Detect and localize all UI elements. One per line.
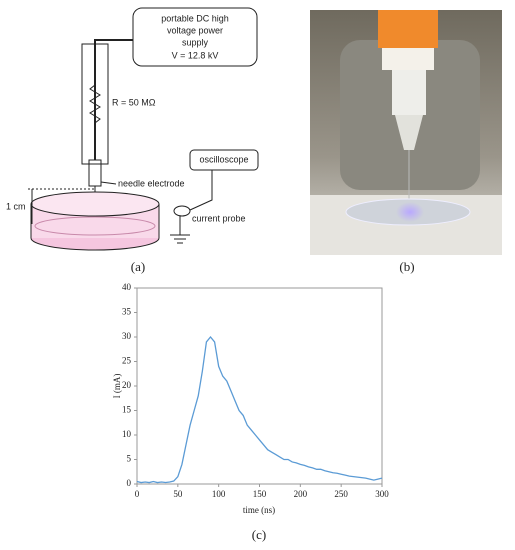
oscilloscope-box [189, 149, 259, 171]
dish-rim [30, 191, 160, 217]
caption: (c) [252, 527, 266, 542]
supply-text: V = 12.8 kV [172, 50, 219, 60]
plot-frame [136, 287, 383, 485]
y-tick-label: 30 [122, 331, 132, 341]
diagram [28, 7, 259, 251]
tip [395, 115, 423, 150]
x-axis-label: time (ns) [243, 505, 275, 515]
caption: (b) [399, 259, 414, 274]
supply-box [132, 7, 258, 67]
x-tick-label: 0 [135, 489, 140, 499]
x-tick-label: 250 [334, 489, 348, 499]
cap [382, 48, 434, 70]
x-tick-label: 200 [294, 489, 308, 499]
probe [173, 205, 191, 217]
y-axis-label: I (mA) [112, 374, 122, 399]
nozzle [392, 70, 426, 115]
line [136, 335, 383, 484]
y-tick-label: 20 [122, 380, 132, 390]
supply-text: supply [182, 37, 209, 47]
x-tick-label: 100 [212, 489, 226, 499]
supply-text: portable DC high [161, 13, 229, 23]
y-tick-label: 25 [122, 356, 132, 366]
x-tick-label: 150 [253, 489, 267, 499]
oscilloscope-label: oscilloscope [199, 154, 248, 164]
resistor [89, 84, 101, 124]
probe-label: current probe [192, 213, 246, 223]
resistor-housing [81, 43, 109, 165]
y-tick-label: 40 [122, 282, 132, 292]
photo [310, 10, 502, 255]
needle-label: needle electrode [118, 178, 185, 188]
liquid-surface [34, 216, 156, 236]
gap-label: 1 cm [6, 201, 26, 211]
x-tick-label: 300 [375, 489, 389, 499]
wire [189, 170, 213, 211]
y-tick-label: 15 [122, 405, 132, 415]
y-tick-label: 0 [127, 478, 132, 488]
wire [94, 39, 133, 160]
caption: (a) [131, 259, 145, 274]
plasma [396, 202, 424, 222]
y-tick-label: 35 [122, 307, 132, 317]
supply-text: voltage power [167, 25, 223, 35]
resistor-label: R = 50 MΩ [112, 97, 156, 107]
syringe [378, 10, 438, 48]
x-tick-label: 50 [173, 489, 183, 499]
leader [100, 181, 117, 185]
y-tick-label: 5 [127, 454, 132, 464]
y-tick-label: 10 [122, 429, 132, 439]
